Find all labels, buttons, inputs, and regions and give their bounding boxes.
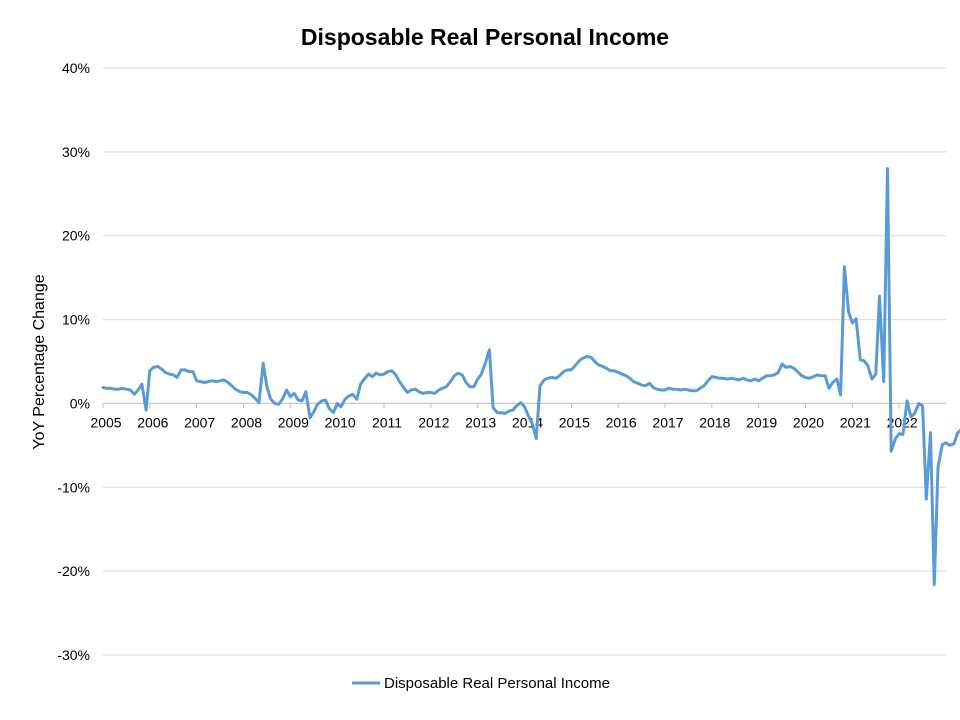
y-tick-label: -30% <box>57 647 90 663</box>
x-tick-label: 2012 <box>418 414 449 430</box>
x-tick-label: 2013 <box>465 414 496 430</box>
y-tick-label: 10% <box>62 312 90 328</box>
x-tick-label: 2008 <box>231 414 262 430</box>
gridlines <box>103 67 946 656</box>
x-tick-label: 2017 <box>652 414 683 430</box>
x-tick-label: 2006 <box>137 414 168 430</box>
x-tick-label: 2010 <box>325 414 356 430</box>
chart-title: Disposable Real Personal Income <box>301 24 669 50</box>
y-tick-label: 20% <box>62 228 90 244</box>
y-tick-label: 0% <box>70 395 90 411</box>
y-tick-label: -10% <box>57 479 90 495</box>
legend-label: Disposable Real Personal Income <box>384 675 610 692</box>
x-tick-label: 2014 <box>512 414 543 430</box>
y-tick-labels: -30% -20% -10% 0% 10% 20% 30% 40% <box>57 60 90 663</box>
x-tick-label: 2005 <box>90 414 121 430</box>
x-tick-label: 2020 <box>793 414 824 430</box>
x-tick-label: 2018 <box>699 414 730 430</box>
x-tick-label: 2007 <box>184 414 215 430</box>
y-tick-label: 40% <box>62 60 90 76</box>
y-tick-label: -20% <box>57 563 90 579</box>
x-tick-label: 2021 <box>840 414 871 430</box>
y-axis-label: YoY Percentage Change <box>31 274 48 449</box>
x-tick-label: 2009 <box>278 414 309 430</box>
x-tick-label: 2019 <box>746 414 777 430</box>
x-tick-label: 2016 <box>606 414 637 430</box>
y-tick-label: 30% <box>62 144 90 160</box>
legend: Disposable Real Personal Income <box>352 675 610 692</box>
x-tick-label: 2022 <box>887 414 918 430</box>
series-line <box>101 167 960 587</box>
x-tick-label: 2011 <box>372 414 402 430</box>
series-lines <box>101 167 960 587</box>
x-tick-labels: 2005 2006 2007 2008 2009 2010 2011 2012 2013 2014… <box>90 414 918 430</box>
x-tick-label: 2015 <box>559 414 590 430</box>
